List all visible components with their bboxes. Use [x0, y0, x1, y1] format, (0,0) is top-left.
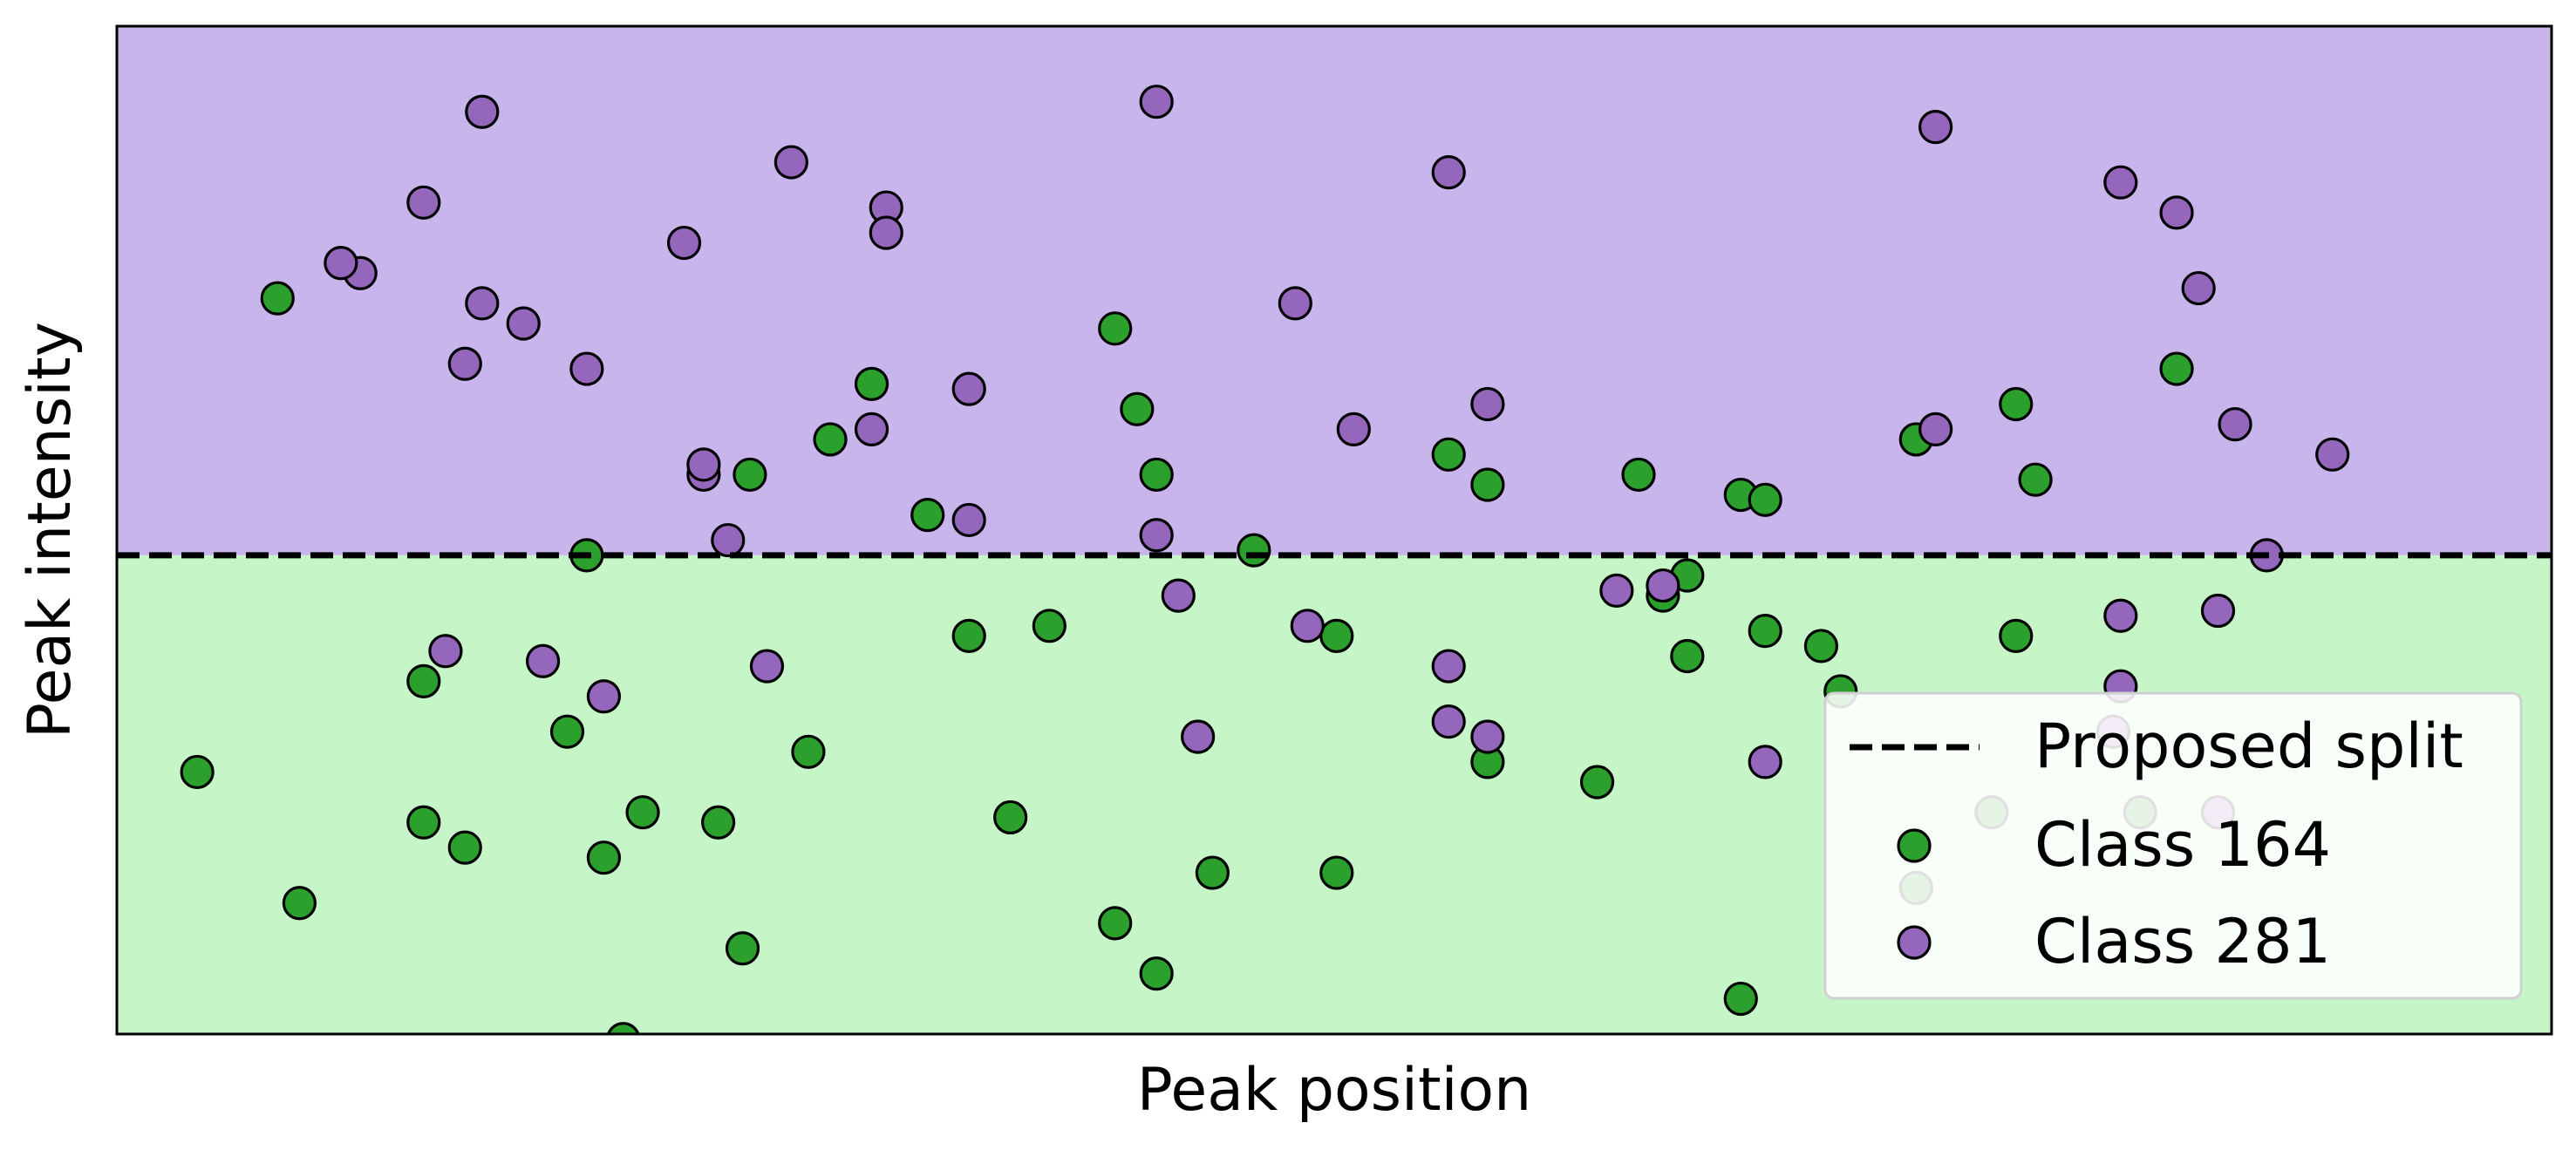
class-164-point	[2018, 462, 2053, 497]
class-281-point	[406, 185, 441, 220]
class-164-point	[725, 931, 760, 966]
class-164-point	[1748, 482, 1782, 517]
class-281-point	[428, 634, 463, 669]
class-164-point	[406, 805, 441, 840]
class-164-point	[910, 498, 945, 533]
class-281-point	[686, 447, 721, 482]
class-281-point	[1918, 412, 1953, 446]
class-164-point	[1723, 981, 1758, 1017]
class-281-point	[1470, 719, 1505, 754]
class-281-point	[1431, 704, 1466, 739]
class-164-point	[1032, 609, 1067, 643]
class-281-point	[2315, 437, 2350, 472]
class-164-point	[854, 366, 889, 401]
region-above-split	[117, 26, 2552, 555]
class-281-point	[1599, 573, 1634, 608]
class-164-point	[1139, 457, 1174, 493]
class-281-point	[1139, 518, 1174, 553]
class-281-point	[869, 215, 903, 250]
class-281-point	[465, 286, 500, 321]
class-281-point	[2181, 270, 2216, 306]
x-axis-label: Peak position	[1137, 1056, 1531, 1125]
legend: Proposed split Class 164 Class 281	[1823, 691, 2523, 1000]
class-281-point	[1431, 155, 1466, 190]
class-164-point	[1431, 437, 1466, 472]
class-164-point	[1120, 391, 1155, 426]
class-164-point	[1319, 855, 1354, 890]
class-164-point	[791, 734, 826, 769]
class-164-point	[1999, 618, 2034, 653]
class-281-point	[1431, 649, 1466, 684]
class-164-point	[993, 800, 1028, 835]
class-164-point	[1670, 638, 1705, 674]
class-164-point	[701, 805, 736, 840]
class-164-point	[1999, 386, 2034, 422]
class-281-point	[2218, 407, 2252, 442]
class-281-point	[569, 351, 604, 386]
class-281-point	[666, 225, 702, 261]
class-164-point	[282, 886, 317, 921]
legend-class-281-label: Class 281	[2034, 906, 2331, 977]
class-164-point	[607, 1022, 640, 1034]
class-281-point	[749, 649, 785, 684]
class-164-point	[1139, 956, 1174, 991]
class-164-point	[586, 840, 622, 875]
class-281-point	[1139, 85, 1174, 119]
class-164-point	[733, 457, 767, 493]
class-164-point	[180, 754, 215, 790]
class-164-point	[549, 714, 585, 749]
class-164-point	[1319, 618, 1354, 653]
class-281-point	[506, 306, 541, 341]
legend-box	[1823, 691, 2523, 1000]
class-281-point	[586, 679, 622, 714]
class-281-point	[1290, 609, 1325, 643]
class-281-point	[324, 246, 358, 281]
y-axis-label: Peak intensity	[16, 322, 85, 738]
class-164-point	[1237, 533, 1271, 568]
legend-class-164-label: Class 164	[2034, 809, 2331, 881]
class-164-point	[260, 281, 295, 316]
class-281-point	[1470, 386, 1505, 422]
class-281-point	[2200, 593, 2236, 629]
class-164-point	[406, 663, 441, 699]
legend-class-164-marker	[1897, 828, 1932, 863]
class-164-point	[447, 830, 482, 865]
legend-class-281-marker	[1897, 925, 1932, 960]
class-281-point	[1181, 719, 1216, 754]
class-281-point	[1646, 568, 1680, 603]
class-281-point	[1336, 412, 1371, 446]
class-281-point	[1748, 745, 1782, 779]
class-164-point	[2159, 351, 2194, 386]
plot-frame	[115, 24, 2553, 1036]
class-281-point	[711, 522, 746, 558]
class-281-point	[447, 346, 482, 381]
class-164-point	[813, 422, 848, 457]
class-164-point	[1098, 906, 1133, 941]
class-164-point	[1621, 457, 1656, 493]
class-281-point	[773, 145, 808, 180]
class-281-point	[2103, 598, 2138, 633]
class-281-point	[1918, 110, 1953, 145]
class-164-point	[1195, 855, 1230, 890]
class-164-point	[1803, 629, 1838, 663]
class-164-point	[1470, 467, 1505, 502]
class-281-point	[854, 412, 889, 446]
class-281-point	[2159, 195, 2194, 230]
class-164-point	[951, 618, 986, 653]
class-281-point	[525, 643, 561, 678]
class-281-point	[951, 371, 986, 406]
class-281-point	[1278, 286, 1312, 321]
class-281-point	[465, 94, 500, 129]
legend-split-label: Proposed split	[2034, 711, 2464, 782]
class-164-point	[1748, 613, 1782, 649]
class-281-point	[2103, 165, 2138, 200]
class-281-point	[951, 502, 986, 538]
class-164-point	[1098, 311, 1133, 346]
class-281-point	[1161, 578, 1196, 613]
class-164-point	[1579, 765, 1615, 800]
class-164-point	[625, 795, 660, 830]
